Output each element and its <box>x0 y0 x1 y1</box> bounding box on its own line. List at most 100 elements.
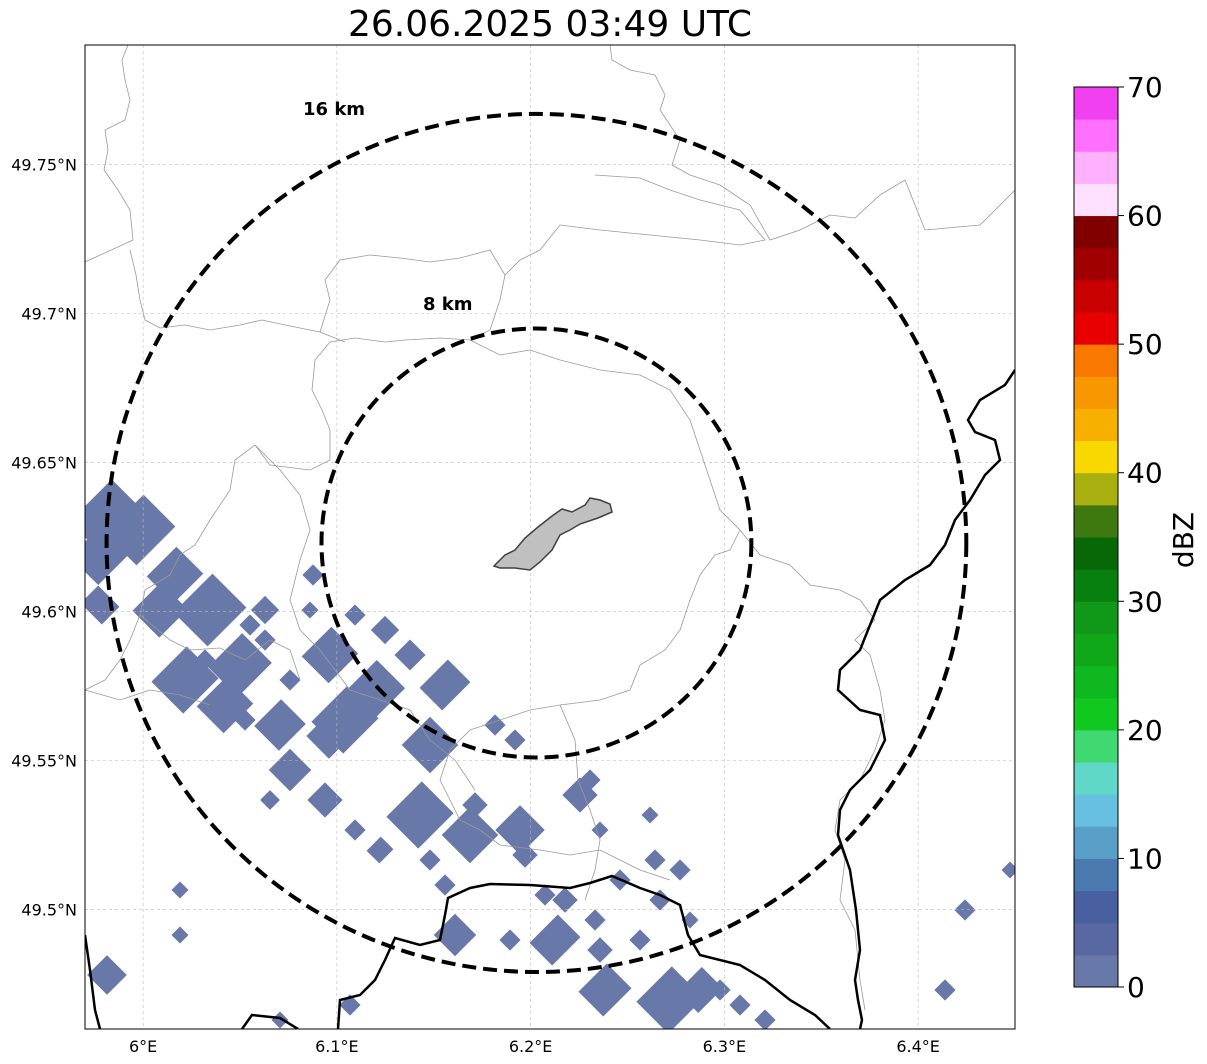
colorbar-segment <box>1074 279 1118 313</box>
ring-label-16km: 16 km <box>303 99 365 120</box>
echo-cell <box>641 806 659 824</box>
echo-cell <box>366 836 394 864</box>
echo-cell <box>85 585 120 625</box>
lon-tick-label: 6.3°E <box>703 1037 747 1056</box>
echo-cell <box>534 884 556 906</box>
echo-cell <box>171 926 189 944</box>
colorbar-segment <box>1074 601 1118 634</box>
range-ring <box>319 326 754 760</box>
echo-cell <box>271 1011 289 1029</box>
colorbar-segment <box>1074 569 1118 602</box>
colorbar-segment <box>1074 922 1118 956</box>
colorbar-segment <box>1074 826 1118 859</box>
latitude-tick-labels: 49.75°N 49.7°N 49.65°N 49.6°N 49.55°N 49.5°N <box>11 155 77 919</box>
echo-cell <box>591 821 609 839</box>
map-title: 26.06.2025 03:49 UTC <box>347 4 753 45</box>
lat-tick-label: 49.7°N <box>21 304 77 323</box>
echo-cell <box>529 914 581 966</box>
echo-cell <box>434 874 456 896</box>
echo-cell <box>394 639 426 671</box>
lat-tick-label: 49.65°N <box>11 453 77 472</box>
echo-cell <box>552 887 578 913</box>
lat-tick-label: 49.5°N <box>21 901 77 920</box>
colorbar-tick-label: 0 <box>1127 971 1145 1004</box>
echo-cell <box>173 573 247 647</box>
echo-cell <box>87 955 127 995</box>
colorbar-segment <box>1074 344 1118 377</box>
colorbar-segment <box>1074 504 1118 538</box>
colorbar-segment <box>1074 794 1118 827</box>
echo-cell <box>386 781 454 849</box>
colorbar-tick-label: 10 <box>1127 842 1163 875</box>
range-rings <box>104 111 969 975</box>
echo-cell <box>669 859 691 881</box>
colorbar-segment <box>1074 954 1118 988</box>
map-frame <box>84 44 1016 1030</box>
lat-tick-label: 49.75°N <box>11 155 77 174</box>
colorbar-segment <box>1074 312 1118 345</box>
lon-tick-label: 6°E <box>129 1037 157 1056</box>
colorbar-segment <box>1074 247 1118 281</box>
echo-cell <box>504 729 526 751</box>
echo-cell <box>85 524 131 586</box>
echo-cell <box>579 769 601 791</box>
lat-tick-label: 49.55°N <box>11 752 77 771</box>
echo-cell <box>194 649 216 671</box>
echo-cell <box>132 582 188 638</box>
longitude-tick-labels: 6°E 6.1°E 6.2°E 6.3°E 6.4°E <box>129 1037 940 1056</box>
lat-tick-label: 49.6°N <box>21 603 77 622</box>
echo-cell <box>254 699 306 751</box>
colorbar-segment <box>1074 87 1118 120</box>
echo-cell <box>254 629 276 651</box>
echo-cell <box>344 659 406 721</box>
echo-cell <box>302 564 324 586</box>
echo-cell <box>754 1009 776 1029</box>
echo-cell <box>587 937 613 963</box>
municipal-boundaries <box>85 45 1015 1011</box>
colorbar-segment <box>1074 729 1118 763</box>
echo-cell <box>499 929 521 951</box>
colorbar-segment <box>1074 183 1118 217</box>
colorbar-segment <box>1074 633 1118 667</box>
echo-cell <box>462 792 488 818</box>
lon-tick-label: 6.2°E <box>509 1037 553 1056</box>
echo-cell <box>196 676 254 734</box>
colorbar-segment <box>1074 665 1118 699</box>
echo-cell <box>649 889 671 911</box>
city-polygon <box>492 497 613 571</box>
radar-echoes <box>85 479 1015 1029</box>
colorbar-segment <box>1074 376 1118 409</box>
colorbar-tick-label: 50 <box>1127 328 1163 361</box>
national-borders <box>85 369 1015 1029</box>
colorbar-segment <box>1074 697 1118 731</box>
colorbar-segment <box>1074 890 1118 924</box>
ring-label-8km: 8 km <box>423 294 473 315</box>
colorbar-tick-label: 30 <box>1127 585 1163 618</box>
echo-cell <box>954 899 976 921</box>
dbz-colorbar: 0 10 20 30 40 50 60 70 <box>1073 71 1163 1004</box>
colorbar-segment <box>1074 472 1118 506</box>
echo-cell <box>401 716 459 774</box>
colorbar-segment <box>1074 440 1118 474</box>
echo-cell <box>677 967 723 1013</box>
echo-cell <box>1001 861 1015 879</box>
colorbar-label: dBZ <box>1167 512 1200 568</box>
echo-cell <box>729 994 751 1016</box>
echo-cell <box>644 849 666 871</box>
colorbar-tick-label: 60 <box>1127 200 1163 233</box>
echo-cell <box>307 782 343 818</box>
echo-cell <box>306 711 354 759</box>
colorbar-segment <box>1074 151 1118 184</box>
echo-cell <box>250 595 280 625</box>
echo-cell <box>260 790 280 810</box>
echo-cell <box>419 659 471 711</box>
echo-cell <box>495 805 545 855</box>
range-ring <box>104 111 969 975</box>
colorbar-segment <box>1074 119 1118 152</box>
colorbar-segment <box>1074 762 1118 795</box>
echo-cell <box>234 709 256 731</box>
echo-cell <box>584 909 606 931</box>
echo-cell <box>268 748 312 792</box>
echo-cell <box>629 929 651 951</box>
